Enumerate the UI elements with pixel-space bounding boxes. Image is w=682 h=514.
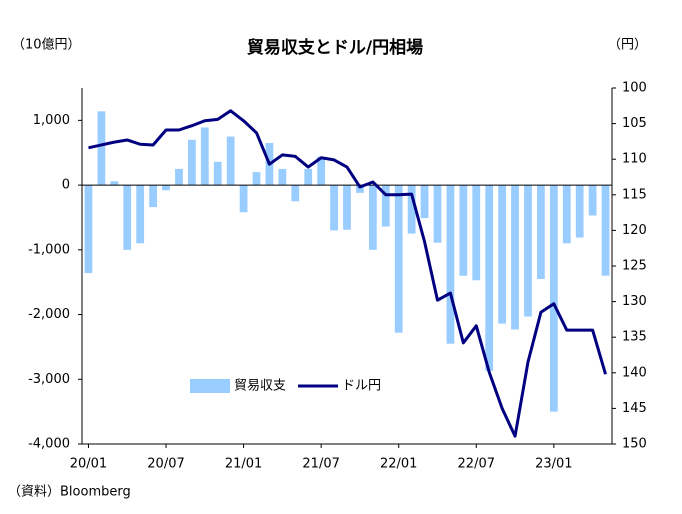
bar xyxy=(110,181,119,186)
x-tick-label: 22/01 xyxy=(380,457,417,472)
legend-label: 貿易収支 xyxy=(234,379,286,394)
y2-tick-label: 145 xyxy=(622,401,647,416)
y2-unit: （円） xyxy=(608,38,647,53)
bar xyxy=(213,161,222,186)
y2-tick-label: 125 xyxy=(622,259,647,274)
bar xyxy=(317,156,326,186)
y-tick-label: -3,000 xyxy=(28,372,70,387)
bar xyxy=(433,185,442,243)
bar xyxy=(485,185,494,371)
bar xyxy=(562,185,571,244)
y2-tick-label: 130 xyxy=(622,294,647,309)
y2-tick-label: 150 xyxy=(622,437,647,452)
bar xyxy=(549,185,558,412)
bar xyxy=(136,185,145,244)
bar xyxy=(601,185,610,276)
bar xyxy=(291,185,300,202)
bar xyxy=(537,185,545,279)
bar xyxy=(175,168,183,186)
bar xyxy=(330,185,338,231)
y-tick-label: 0 xyxy=(62,178,70,193)
y2-tick-label: 100 xyxy=(622,81,647,96)
x-tick-label: 20/07 xyxy=(147,457,184,472)
bar xyxy=(149,185,157,208)
y2-tick-label: 135 xyxy=(622,330,647,345)
bar xyxy=(226,136,235,186)
y-unit: （10億円） xyxy=(12,37,81,53)
y2-tick-label: 105 xyxy=(622,116,647,131)
x-tick-label: 21/07 xyxy=(302,457,339,472)
x-tick-label: 23/01 xyxy=(535,457,572,472)
bar xyxy=(459,185,468,276)
line xyxy=(88,109,607,438)
bar xyxy=(498,185,506,324)
bar xyxy=(511,185,519,330)
x-tick-label: 20/01 xyxy=(70,457,107,472)
legend-label: ドル円 xyxy=(342,379,381,394)
x-tick-label: 21/01 xyxy=(225,457,262,472)
bar xyxy=(123,185,132,250)
bar xyxy=(368,185,377,250)
y-tick-label: -2,000 xyxy=(28,307,70,322)
bar xyxy=(575,185,584,238)
bar xyxy=(524,185,532,317)
y-tick-label: 1,000 xyxy=(33,113,70,128)
bar xyxy=(252,172,261,186)
y-tick-label: -4,000 xyxy=(28,437,70,452)
y2-tick-label: 140 xyxy=(622,365,647,380)
bar xyxy=(472,185,481,281)
bar xyxy=(278,168,287,186)
x-tick-label: 22/07 xyxy=(458,457,495,472)
bar xyxy=(446,185,455,344)
y2-tick-label: 110 xyxy=(622,152,647,167)
y2-tick-label: 115 xyxy=(622,187,647,202)
y2-tick-label: 120 xyxy=(622,223,647,238)
legend-swatch xyxy=(190,379,230,393)
y-tick-label: -1,000 xyxy=(28,242,70,257)
chart-title: 貿易収支とドル/円相場 xyxy=(247,37,423,58)
bar xyxy=(97,111,106,186)
bar xyxy=(304,168,313,186)
bar xyxy=(381,185,390,227)
bar xyxy=(407,185,416,234)
bar xyxy=(420,185,429,219)
source: （資料）Bloomberg xyxy=(8,485,131,500)
bar xyxy=(588,185,597,216)
bar xyxy=(239,185,248,213)
bar xyxy=(162,185,170,191)
bar xyxy=(394,185,403,333)
bar xyxy=(356,185,364,193)
bar xyxy=(84,185,93,274)
bar xyxy=(200,127,209,186)
bar xyxy=(343,185,351,230)
bar xyxy=(188,139,196,186)
